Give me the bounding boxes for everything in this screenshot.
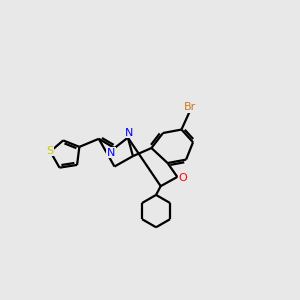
Text: N: N xyxy=(107,148,115,158)
Text: O: O xyxy=(179,173,188,183)
Text: Br: Br xyxy=(183,102,196,112)
Text: S: S xyxy=(46,146,53,156)
Text: N: N xyxy=(125,128,133,138)
